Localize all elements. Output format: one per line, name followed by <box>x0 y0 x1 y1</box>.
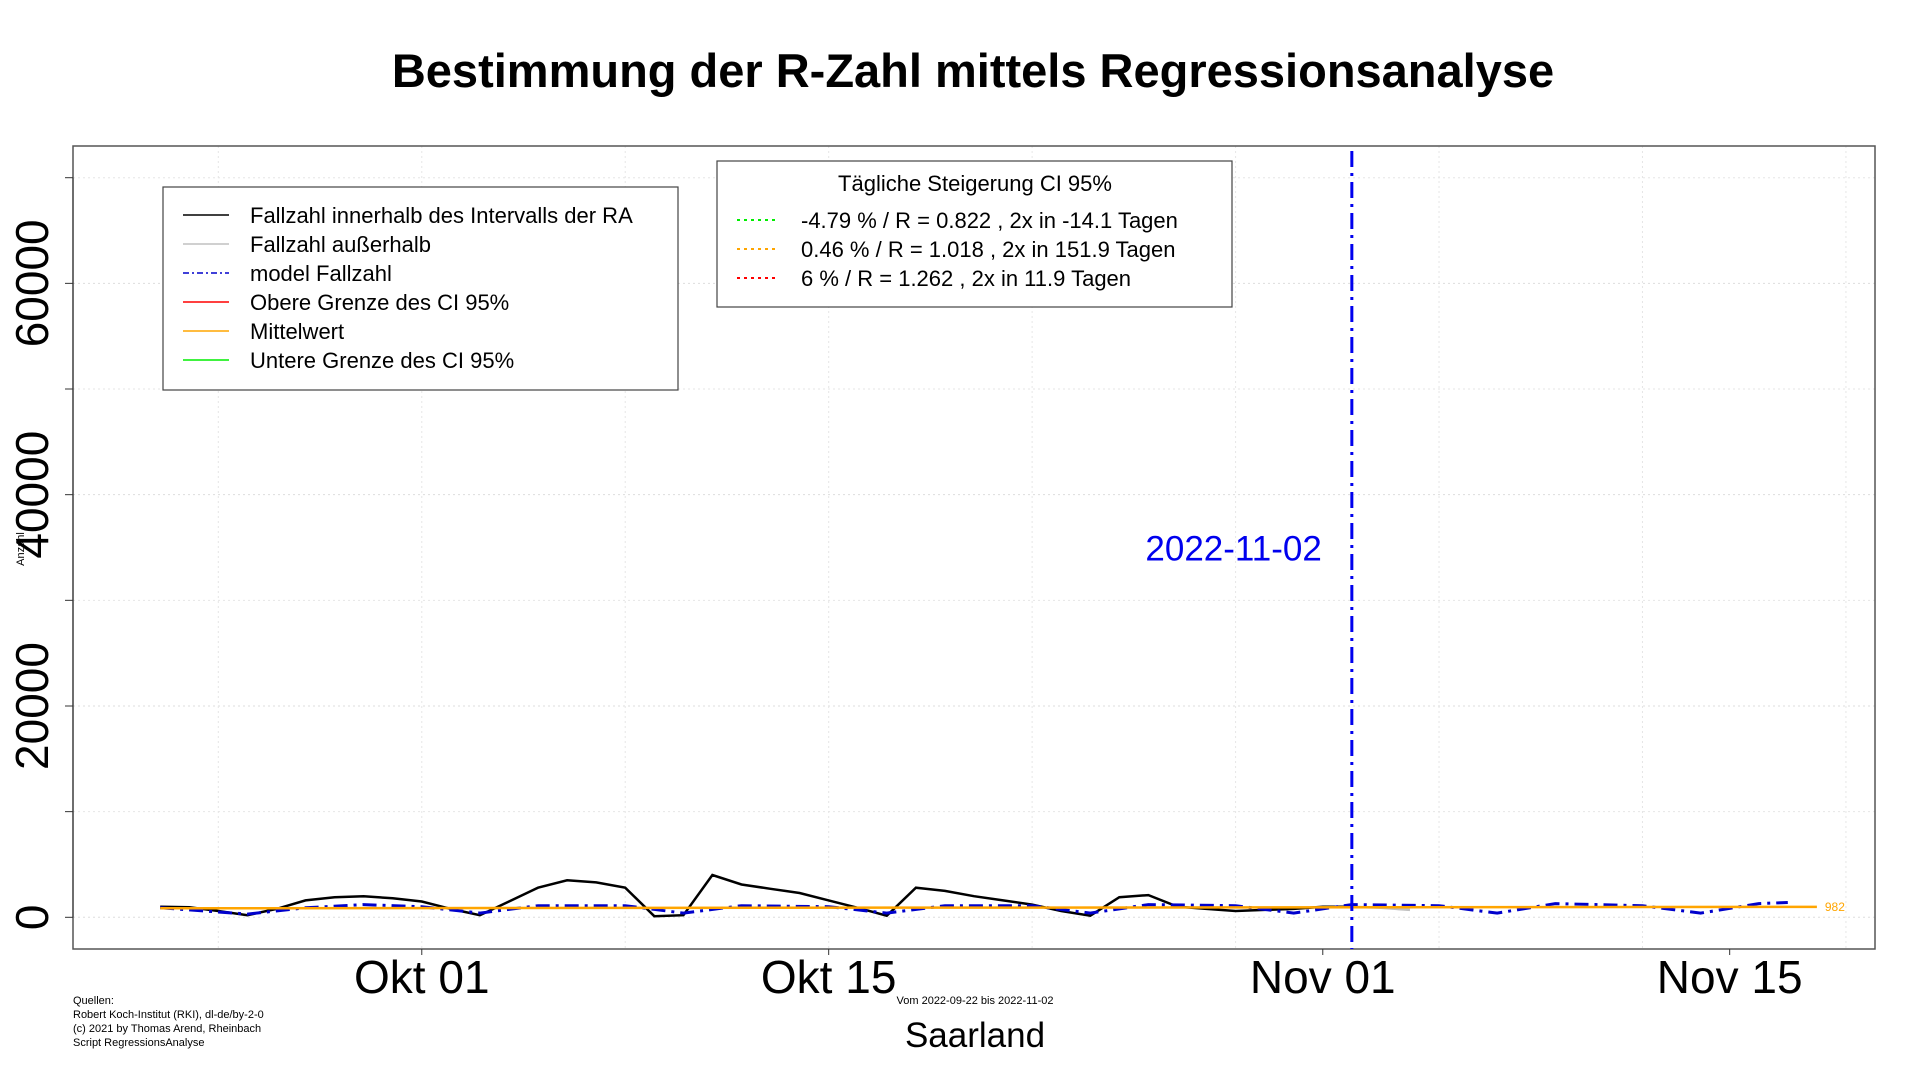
source-line-2: Robert Koch-Institut (RKI), dl-de/by-2-0 <box>73 1009 264 1021</box>
legend-items: Fallzahl innerhalb des Intervalls der RA… <box>183 203 633 373</box>
y-tick-label-0: 0 <box>6 905 58 931</box>
end-value-label: 982 <box>1825 900 1845 914</box>
legend-label-5: Untere Grenze des CI 95% <box>250 348 514 373</box>
date-marker-label: 2022-11-02 <box>1145 530 1321 569</box>
legend-label-2: model Fallzahl <box>250 261 392 286</box>
ci-legend-label-0: -4.79 % / R = 0.822 , 2x in -14.1 Tagen <box>801 208 1178 233</box>
ci-legend-items: -4.79 % / R = 0.822 , 2x in -14.1 Tagen 0… <box>737 208 1178 291</box>
ci-legend-label-2: 6 % / R = 1.262 , 2x in 11.9 Tagen <box>801 266 1131 291</box>
x-axis: Okt 01 Okt 15 Nov 01 Nov 15 <box>354 949 1803 1003</box>
date-range-subtitle: Vom 2022-09-22 bis 2022-11-02 <box>897 995 1054 1007</box>
legend-label-4: Mittelwert <box>250 319 344 344</box>
y-axis: 0 20000 40000 60000 <box>6 177 74 931</box>
ci-legend: Tägliche Steigerung CI 95% -4.79 % / R =… <box>716 160 1233 308</box>
region-label: Saarland <box>905 1016 1045 1055</box>
legend-label-3: Obere Grenze des CI 95% <box>250 290 509 315</box>
x-tick-label-0: Okt 01 <box>354 951 490 1003</box>
legend-box <box>162 186 679 391</box>
legend: Fallzahl innerhalb des Intervalls der RA… <box>162 186 679 391</box>
x-tick-label-3: Nov 15 <box>1657 951 1803 1003</box>
y-axis-label: Anzahl <box>15 532 27 566</box>
series-layer <box>160 873 1817 918</box>
source-line-1: Quellen: <box>73 995 114 1007</box>
x-tick-label-2: Nov 01 <box>1250 951 1396 1003</box>
source-line-3: (c) 2021 by Thomas Arend, Rheinbach <box>73 1023 261 1035</box>
series-line-0 <box>160 873 1352 918</box>
date-marker: 2022-11-02 <box>1145 151 1354 949</box>
y-tick-label-3: 60000 <box>6 219 58 347</box>
y-tick-label-2: 40000 <box>6 431 58 559</box>
chart-title: Bestimmung der R-Zahl mittels Regression… <box>392 44 1554 97</box>
ci-legend-label-1: 0.46 % / R = 1.018 , 2x in 151.9 Tagen <box>801 237 1175 262</box>
legend-label-1: Fallzahl außerhalb <box>250 232 431 257</box>
source-line-4: Script RegressionsAnalyse <box>73 1037 204 1049</box>
y-tick-label-1: 20000 <box>6 642 58 770</box>
ci-legend-box <box>716 160 1233 308</box>
footer: Quellen: Robert Koch-Institut (RKI), dl-… <box>73 995 1053 1055</box>
legend-label-0: Fallzahl innerhalb des Intervalls der RA <box>250 203 633 228</box>
series-line-4 <box>160 905 1817 910</box>
x-tick-label-1: Okt 15 <box>761 951 897 1003</box>
ci-legend-title: Tägliche Steigerung CI 95% <box>838 171 1112 196</box>
